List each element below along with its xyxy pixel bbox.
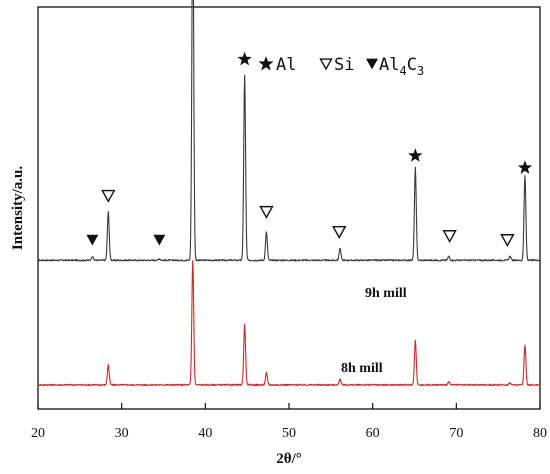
marker-hollow-triangle-5: [259, 205, 274, 219]
marker-hollow-triangle-6: [332, 226, 347, 239]
x-tick-label-60: 60: [366, 426, 380, 441]
legend-hollow-triangle-icon: [319, 58, 333, 71]
series-label-9h: 9h mill: [365, 286, 407, 301]
legend-al4c3-part-al: Al: [379, 55, 399, 75]
x-tick-label-20: 20: [31, 426, 45, 441]
legend-filled-triangle-icon: [366, 58, 378, 70]
legend-al4c3-sub-4: 4: [399, 64, 406, 78]
x-tick-label-40: 40: [198, 426, 212, 441]
marker-filled-triangle-0: [86, 234, 99, 246]
marker-filled-star-4: [237, 51, 252, 66]
y-axis-title: Intensity/a.u.: [10, 166, 26, 250]
marker-filled-star-7: [408, 148, 423, 162]
marker-hollow-triangle-9: [500, 234, 515, 248]
legend-al4c3-sub-3: 3: [417, 64, 424, 78]
series-line-8h-mill: [37, 260, 541, 387]
marker-hollow-triangle-1: [101, 189, 116, 203]
series-label-8h: 8h mill: [341, 361, 383, 376]
marker-hollow-triangle-8: [442, 230, 457, 243]
legend: Al Si Al4C3: [258, 55, 424, 78]
legend-label-si: Si: [334, 55, 354, 75]
x-tick-label-80: 80: [533, 426, 547, 441]
x-axis-title: 2θ/°: [276, 451, 302, 467]
legend-al4c3-part-c: C: [407, 55, 417, 75]
marker-filled-triangle-2: [153, 234, 166, 246]
x-axis-ticks: 20 30 40 50 60 70 80: [31, 403, 547, 441]
legend-label-al4c3: Al4C3: [379, 55, 424, 78]
series-line-9h-mill: [37, 0, 541, 262]
x-tick-label-30: 30: [115, 426, 129, 441]
legend-star-icon: [258, 56, 274, 71]
legend-label-al: Al: [276, 55, 296, 75]
series-lines: [37, 0, 541, 387]
phase-markers: [86, 51, 533, 248]
x-tick-label-70: 70: [449, 426, 463, 441]
marker-filled-star-10: [517, 160, 533, 174]
x-tick-label-50: 50: [282, 426, 296, 441]
